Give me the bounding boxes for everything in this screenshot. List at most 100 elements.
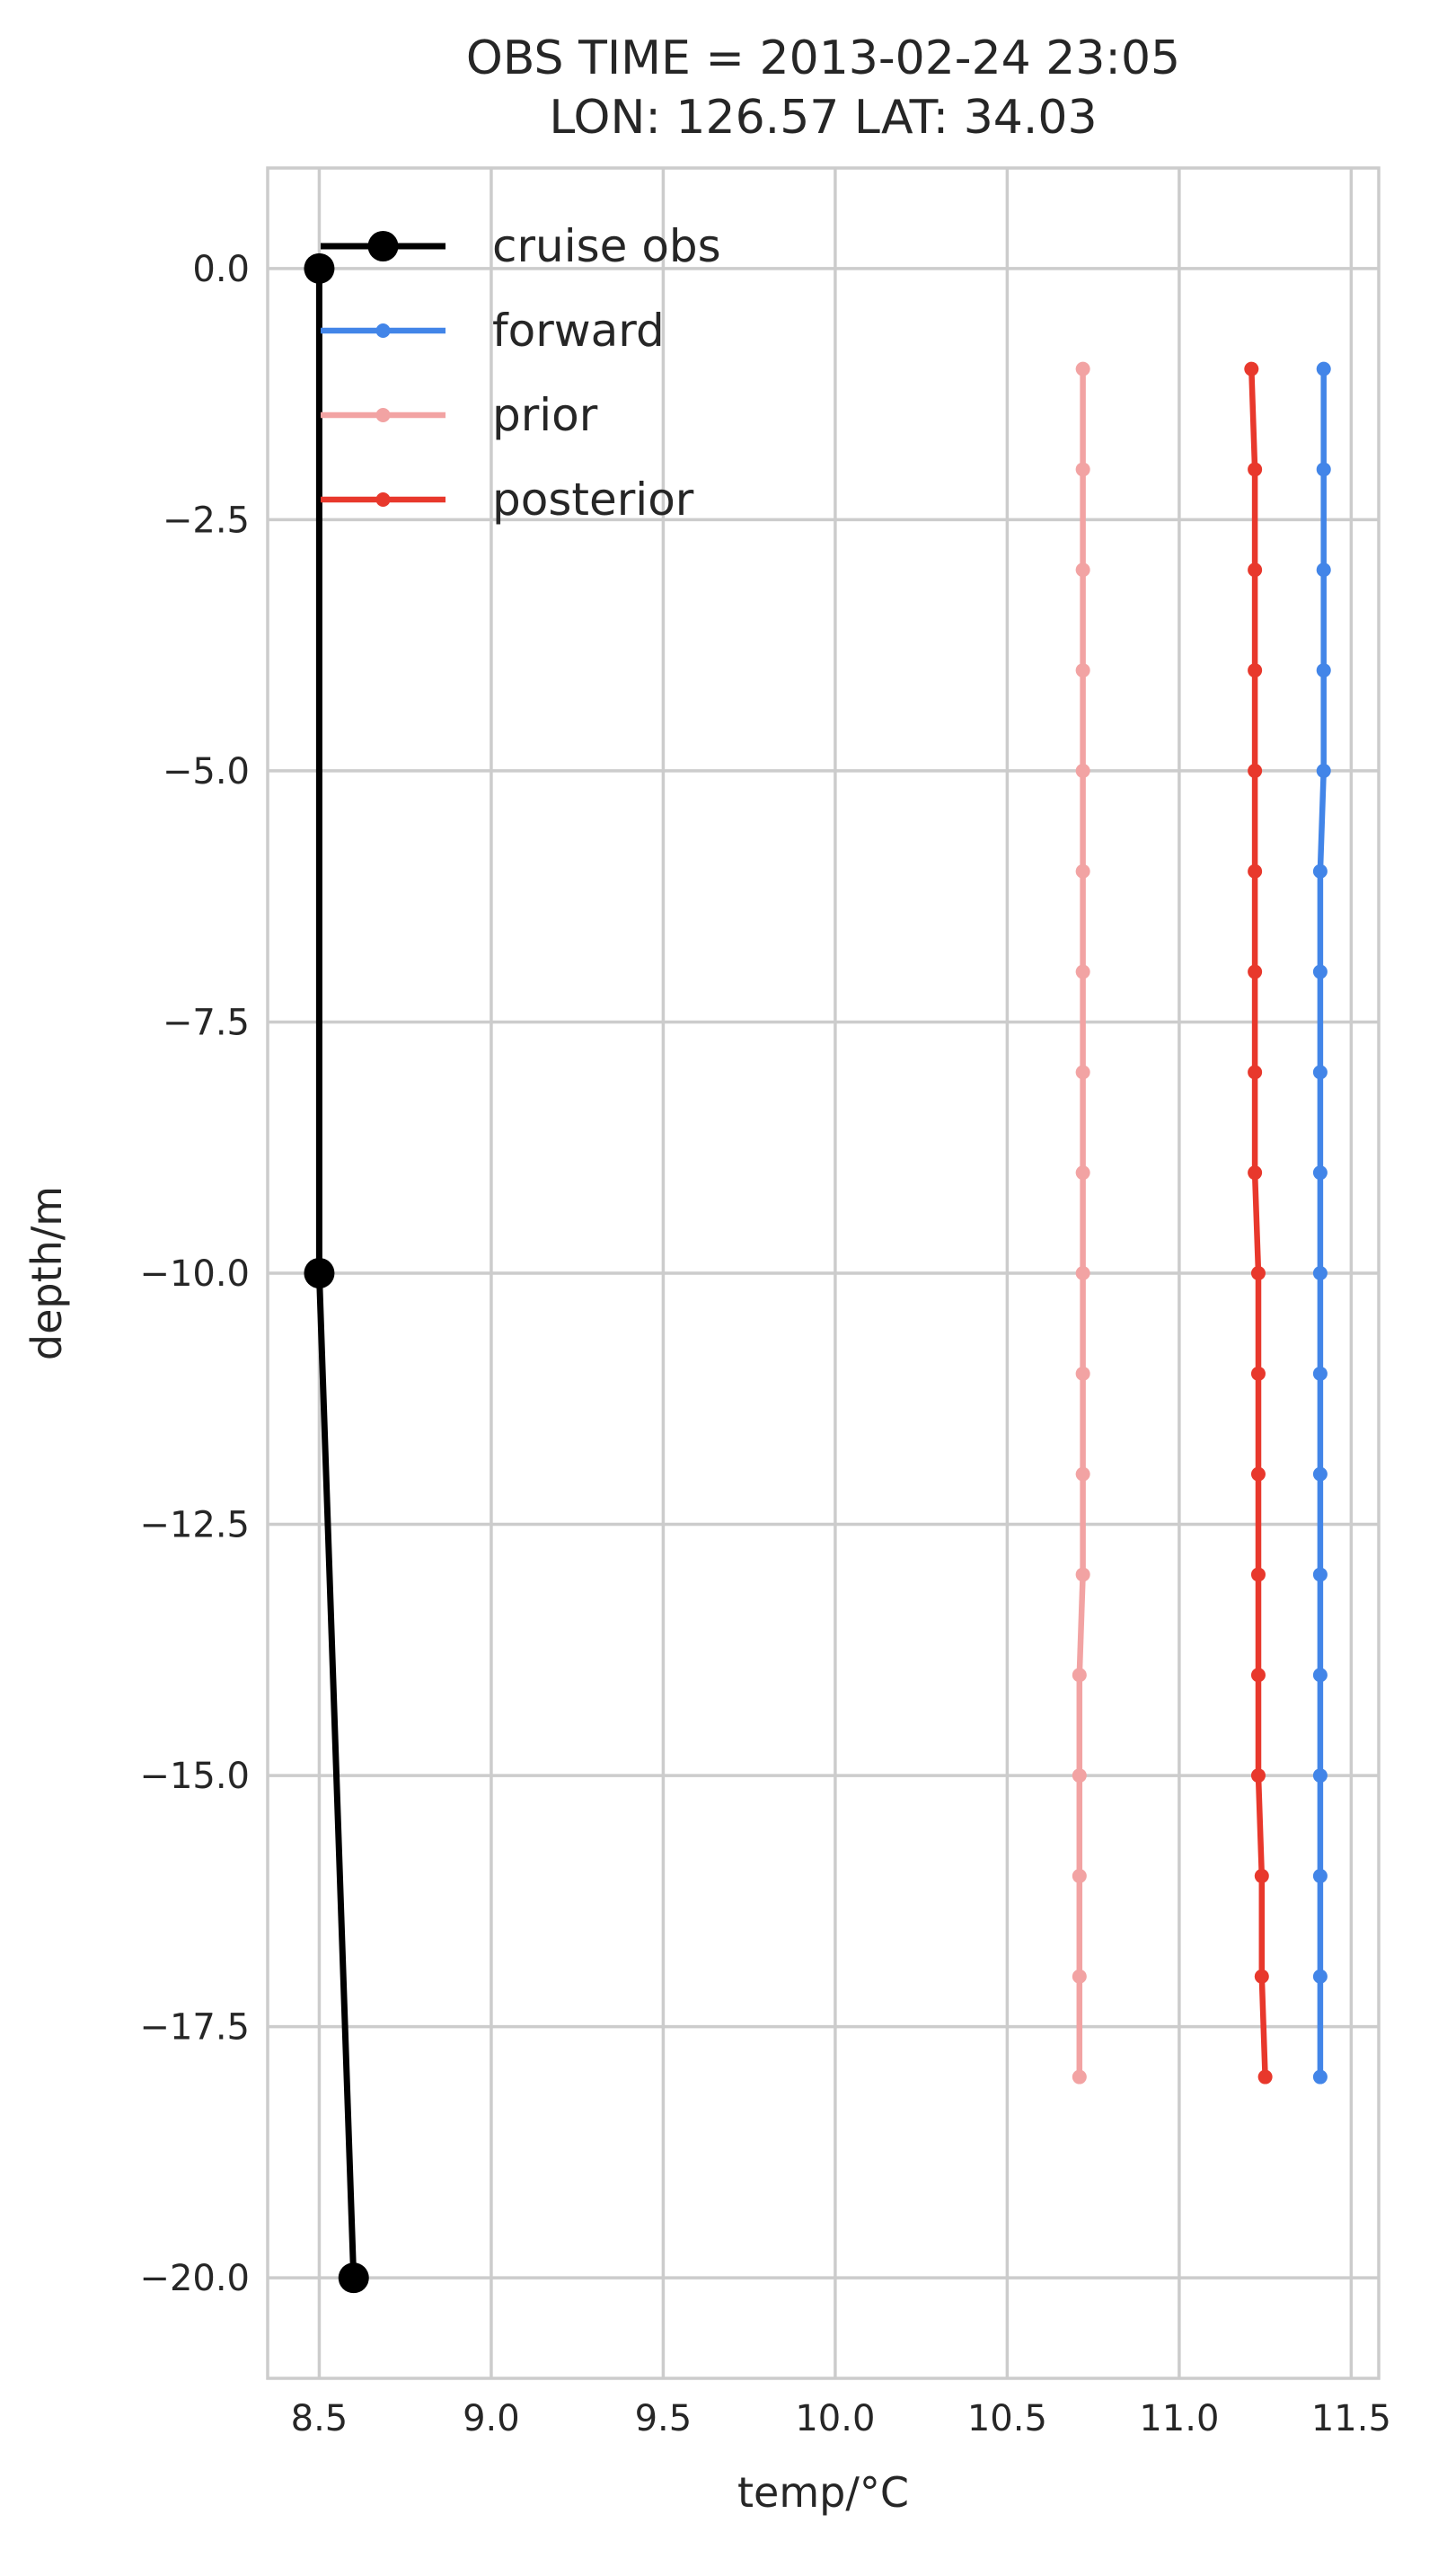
y-axis-ticks: 0.0 −2.5 −5.0 −7.5 −10.0 −12.5 −15.0 −17.5 −20.0 [139, 249, 250, 2299]
data-point-forward [1316, 663, 1331, 678]
data-point-forward [1312, 1668, 1328, 1683]
data-point-forward [1316, 763, 1331, 778]
data-point-forward [1312, 1065, 1328, 1080]
data-point-prior [1075, 361, 1090, 376]
x-tick-label: 11.0 [1139, 2398, 1219, 2439]
data-point-posterior [1248, 462, 1263, 477]
series-cruise-obs [304, 252, 369, 2294]
data-point-prior [1075, 863, 1090, 879]
x-tick-label: 11.5 [1311, 2398, 1391, 2439]
data-point-posterior [1248, 663, 1263, 678]
x-axis-ticks: 8.5 9.0 9.5 10.0 10.5 11.0 11.5 [291, 2398, 1391, 2439]
data-point-forward [1316, 462, 1331, 477]
legend-marker [375, 492, 391, 507]
legend-label: cruise obs [492, 220, 721, 272]
y-tick-label: −2.5 [163, 500, 250, 541]
data-point-prior [1075, 964, 1090, 979]
chart-title-line-2: LON: 126.57 LAT: 34.03 [549, 91, 1097, 145]
data-point-prior [1072, 1969, 1087, 1984]
data-point-posterior [1250, 1668, 1266, 1683]
data-point-prior [1075, 462, 1090, 477]
data-point-posterior [1248, 1165, 1263, 1181]
data-point-prior [1072, 1868, 1087, 1883]
legend-label: forward [492, 305, 665, 357]
data-point-posterior [1250, 1567, 1266, 1582]
legend-item-forward: forward [321, 305, 665, 357]
data-point-posterior [1248, 763, 1263, 778]
y-tick-label: −10.0 [139, 1253, 250, 1295]
grid [268, 168, 1379, 2378]
data-point-prior [1075, 663, 1090, 678]
data-point-prior [1075, 1567, 1090, 1582]
legend-item-cruise-obs: cruise obs [321, 220, 721, 272]
y-tick-label: −12.5 [139, 1505, 250, 1546]
y-tick-label: −7.5 [163, 1002, 250, 1043]
x-tick-label: 10.5 [967, 2398, 1047, 2439]
x-tick-label: 9.5 [635, 2398, 693, 2439]
legend-item-prior: prior [321, 389, 598, 441]
data-point-forward [1312, 964, 1328, 979]
x-tick-label: 10.0 [795, 2398, 875, 2439]
series-line-posterior [1248, 368, 1268, 2077]
x-tick-label: 8.5 [291, 2398, 348, 2439]
data-point-posterior [1250, 1768, 1266, 1784]
data-point-forward [1312, 1868, 1328, 1883]
data-point-posterior [1248, 964, 1263, 979]
y-tick-label: −15.0 [139, 1756, 250, 1797]
data-point-prior [1072, 1768, 1087, 1784]
data-point-forward [1312, 1567, 1328, 1582]
data-point-prior [1075, 1165, 1090, 1181]
y-tick-label: 0.0 [192, 249, 250, 290]
data-point-posterior [1250, 1466, 1266, 1482]
plot-frame [266, 166, 1381, 2380]
data-point-prior [1075, 1065, 1090, 1080]
legend-marker [367, 231, 399, 261]
data-point-forward [1312, 2069, 1328, 2085]
y-tick-label: −5.0 [163, 751, 250, 792]
data-point-posterior [1250, 1266, 1266, 1280]
legend-item-posterior: posterior [321, 474, 694, 526]
series-line-prior [1076, 368, 1086, 2077]
series-prior [1072, 361, 1090, 2085]
y-tick-label: −20.0 [139, 2258, 250, 2299]
data-point-prior [1075, 1466, 1090, 1482]
data-point-forward [1316, 361, 1331, 376]
x-tick-label: 9.0 [463, 2398, 520, 2439]
series-line-forward [1317, 368, 1327, 2077]
legend-label: posterior [492, 474, 694, 526]
data-point-forward [1312, 1768, 1328, 1784]
y-tick-label: −17.5 [139, 2007, 250, 2049]
data-point-posterior [1250, 1366, 1266, 1381]
series-group [304, 252, 1331, 2294]
data-point-prior [1075, 763, 1090, 778]
data-point-posterior [1254, 1969, 1269, 1984]
data-point-prior [1075, 562, 1090, 578]
legend: cruise obs forward prior posterior [321, 220, 721, 526]
data-point-forward [1312, 863, 1328, 879]
legend-marker [375, 408, 391, 422]
data-point-cruise-obs [304, 1258, 335, 1288]
data-point-prior [1075, 1266, 1090, 1280]
data-point-cruise-obs [304, 252, 335, 284]
x-axis-label: temp/°C [737, 2468, 909, 2517]
data-point-posterior [1248, 863, 1263, 879]
series-forward [1312, 361, 1331, 2085]
data-point-forward [1312, 1266, 1328, 1280]
series-posterior [1244, 361, 1273, 2085]
data-point-posterior [1254, 1868, 1269, 1883]
data-point-prior [1072, 1668, 1087, 1683]
data-point-prior [1075, 1366, 1090, 1381]
data-point-cruise-obs [338, 2262, 369, 2294]
data-point-prior [1072, 2069, 1087, 2085]
y-axis-label: depth/m [22, 1186, 71, 1360]
data-point-forward [1312, 1165, 1328, 1181]
data-point-posterior [1248, 1065, 1263, 1080]
data-point-posterior [1257, 2069, 1273, 2085]
data-point-forward [1316, 562, 1331, 578]
data-point-posterior [1244, 361, 1259, 376]
legend-label: prior [492, 389, 598, 441]
data-point-forward [1312, 1466, 1328, 1482]
data-point-forward [1312, 1366, 1328, 1381]
